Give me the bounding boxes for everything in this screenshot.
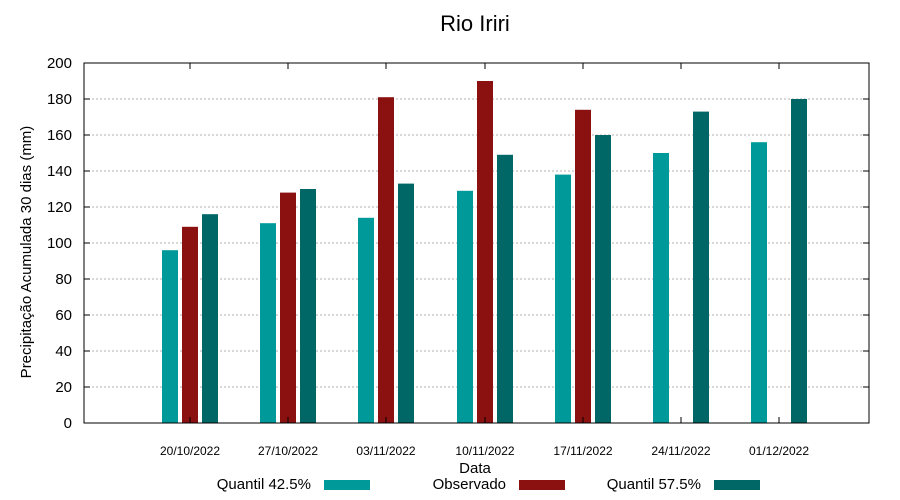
legend-label: Quantil 42.5% [217, 476, 311, 493]
y-tick-label: 0 [64, 415, 72, 432]
bar [260, 223, 276, 423]
grid-lines [84, 98, 869, 388]
y-tick-label: 80 [55, 271, 72, 288]
x-tick-label: 03/11/2022 [356, 444, 415, 458]
x-tick-label: 17/11/2022 [553, 444, 612, 458]
bar [398, 183, 414, 423]
x-tick-label: 01/12/2022 [749, 444, 809, 458]
y-tick-label: 40 [55, 343, 72, 360]
bar [477, 81, 493, 423]
bar [575, 109, 591, 424]
bar [595, 135, 611, 423]
bar [791, 99, 807, 423]
bar [300, 189, 316, 423]
bar [751, 142, 767, 423]
x-tick-label: 10/11/2022 [455, 444, 514, 458]
chart-title: Rio Iriri [440, 11, 510, 36]
bar [182, 226, 198, 423]
plot-frame [83, 62, 870, 424]
bar [497, 154, 513, 424]
y-tick-label: 120 [47, 199, 72, 216]
y-tick-label: 60 [55, 307, 72, 324]
bar [358, 217, 374, 423]
bar [693, 111, 709, 423]
y-axis-label: Precipitação Acumulada 30 dias (mm) [18, 126, 35, 379]
y-tick-label: 100 [47, 235, 72, 252]
y-axis-ticks: 0 20 40 60 80 100 120 140 160 180 200 [47, 55, 869, 432]
legend: Quantil 42.5% Observado Quantil 57.5% [217, 476, 760, 493]
y-tick-label: 20 [55, 379, 72, 396]
x-tick-label: 20/10/2022 [160, 444, 220, 458]
bar [280, 192, 296, 423]
legend-swatch [714, 480, 760, 490]
x-tick-label: 27/10/2022 [258, 444, 318, 458]
bar [162, 250, 178, 423]
y-tick-label: 160 [47, 127, 72, 144]
legend-swatch [519, 480, 565, 490]
y-tick-label: 140 [47, 163, 72, 180]
bar [202, 214, 218, 423]
x-axis-label: Data [459, 460, 491, 477]
bars [162, 81, 807, 424]
bar [378, 97, 394, 423]
legend-swatch [324, 480, 370, 490]
legend-label: Observado [433, 476, 506, 493]
legend-label: Quantil 57.5% [607, 476, 701, 493]
x-tick-label: 24/11/2022 [651, 444, 710, 458]
bar [555, 174, 571, 423]
bar [457, 190, 473, 423]
y-tick-label: 200 [47, 55, 72, 72]
bar [653, 153, 669, 423]
x-axis-ticks: 20/10/2022 27/10/2022 03/11/2022 10/11/2022… [160, 63, 809, 458]
y-tick-label: 180 [47, 91, 72, 108]
